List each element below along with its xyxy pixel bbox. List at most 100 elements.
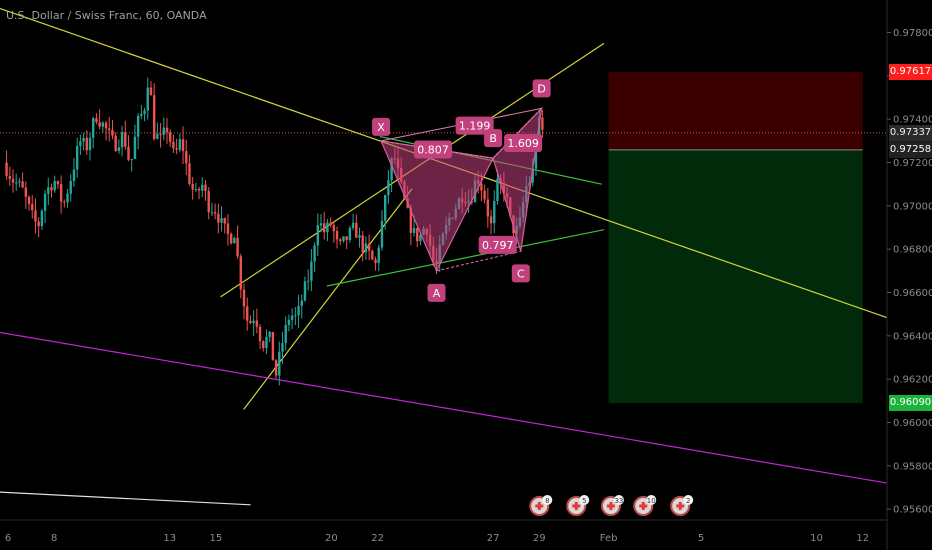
svg-text:0.797: 0.797 — [482, 239, 514, 252]
bottom-trace — [0, 491, 251, 506]
candle — [300, 300, 303, 306]
candle — [15, 182, 18, 184]
svg-text:1.609: 1.609 — [507, 137, 539, 150]
candle — [332, 225, 336, 231]
candle — [531, 168, 534, 183]
candle — [188, 163, 191, 185]
symbol-title: U.S. Dollar / Swiss Franc, 60, OANDA — [6, 9, 207, 22]
event-marker: 2 — [670, 495, 694, 516]
candle — [98, 122, 101, 127]
candle — [351, 222, 355, 228]
pattern-ratio-label: 0.797 — [478, 235, 517, 254]
candle — [162, 127, 165, 135]
price-tick-label: 0.96200 — [893, 375, 932, 386]
candle — [480, 183, 483, 191]
candle — [489, 216, 493, 224]
pattern-point-c: C — [511, 264, 530, 283]
candle — [323, 223, 326, 233]
candle — [133, 136, 137, 159]
candle — [117, 147, 121, 151]
candle — [79, 141, 82, 147]
candle — [310, 261, 313, 281]
candle — [220, 217, 223, 223]
candle — [249, 320, 252, 324]
candle — [419, 234, 422, 242]
svg-text:A: A — [433, 287, 441, 300]
pattern-point-x: X — [372, 117, 391, 136]
candle — [191, 184, 194, 190]
candle — [120, 132, 124, 148]
time-tick-label: 13 — [163, 533, 176, 544]
candle — [124, 132, 127, 147]
candle — [335, 230, 339, 240]
candle — [59, 184, 63, 202]
candle — [483, 190, 486, 200]
svg-text:33: 33 — [614, 497, 623, 505]
candle — [146, 87, 149, 111]
candle — [21, 181, 24, 188]
candle — [47, 187, 50, 194]
candle — [297, 305, 300, 316]
candle — [69, 180, 72, 194]
candle — [53, 181, 56, 191]
candle — [197, 188, 201, 191]
time-tick-label: 6 — [5, 533, 11, 544]
event-marker: 8 — [529, 495, 553, 516]
support-line — [326, 229, 605, 287]
candle — [223, 217, 226, 224]
candle — [239, 256, 242, 290]
candle — [339, 239, 342, 242]
candle — [281, 343, 284, 352]
candle — [175, 148, 178, 150]
candle — [380, 220, 384, 248]
candle — [364, 243, 368, 253]
candle — [34, 210, 37, 222]
take-profit-zone — [608, 149, 863, 403]
candle — [342, 236, 345, 242]
pattern-ratio-label: 1.199 — [455, 116, 494, 135]
candle — [383, 195, 387, 221]
pattern-ratio-label: 0.807 — [414, 140, 453, 159]
time-tick-label: 27 — [487, 533, 500, 544]
time-tick-label: 8 — [51, 533, 57, 544]
candle — [27, 196, 31, 205]
candle — [287, 319, 291, 326]
candle — [31, 204, 34, 211]
candle — [156, 134, 159, 139]
candle — [85, 137, 88, 151]
candle — [95, 118, 98, 123]
candle — [56, 181, 60, 185]
svg-text:1.199: 1.199 — [459, 120, 491, 133]
svg-text:D: D — [537, 82, 545, 95]
price-tick-label: 0.97400 — [893, 115, 932, 126]
candle — [313, 245, 316, 262]
candle — [213, 212, 217, 214]
price-tick-label: 0.96800 — [893, 245, 932, 256]
candle — [75, 146, 79, 170]
time-tick-label: Feb — [600, 533, 618, 544]
candle — [165, 127, 169, 133]
candle — [92, 118, 95, 138]
candle — [387, 180, 390, 196]
candle — [326, 222, 329, 233]
time-tick-label: 29 — [533, 533, 546, 544]
pattern-point-a: A — [427, 283, 446, 302]
candle — [104, 122, 108, 129]
candle — [217, 213, 220, 223]
candle — [18, 181, 21, 183]
candle — [493, 200, 496, 224]
svg-text:2: 2 — [686, 497, 690, 505]
candle — [255, 320, 259, 327]
candle — [101, 122, 105, 127]
price-tick-label: 0.97000 — [893, 201, 932, 212]
candle — [185, 151, 188, 164]
candle — [207, 191, 210, 213]
candle — [355, 222, 358, 238]
candle — [390, 158, 393, 181]
pattern-ratio-line — [436, 250, 521, 272]
candle — [377, 247, 380, 264]
candle — [181, 139, 185, 152]
candle — [210, 212, 214, 214]
candle — [265, 336, 268, 349]
